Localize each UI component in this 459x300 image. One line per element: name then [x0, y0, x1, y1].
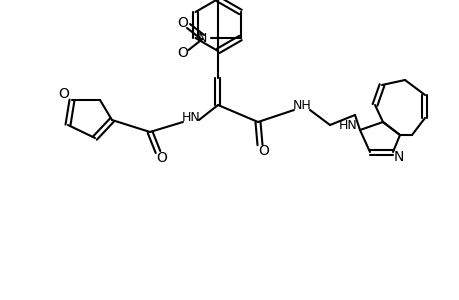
- Text: O: O: [177, 46, 188, 60]
- Text: HN: HN: [338, 118, 357, 131]
- Text: O: O: [177, 16, 188, 30]
- Text: O: O: [258, 144, 269, 158]
- Text: N: N: [393, 150, 403, 164]
- Text: HN: HN: [181, 110, 200, 124]
- Text: O: O: [156, 151, 167, 165]
- Text: O: O: [58, 87, 69, 101]
- Text: NH: NH: [292, 98, 311, 112]
- Text: N: N: [197, 32, 207, 44]
